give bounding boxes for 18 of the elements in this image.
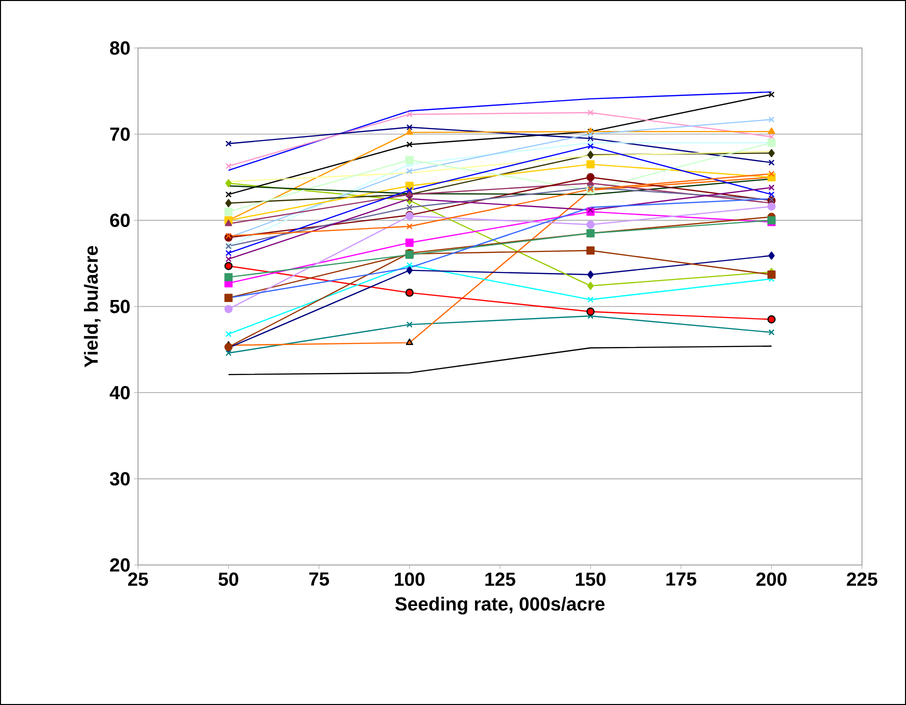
- x-tick-label: 50: [218, 572, 238, 586]
- y-tick-label: 70: [110, 127, 130, 141]
- y-tick-label: 80: [110, 41, 130, 55]
- x-tick-label: 75: [309, 572, 330, 586]
- x-tick-label: 200: [756, 572, 787, 586]
- x-tick-label: 125: [485, 572, 516, 586]
- x-axis-title: Seeding rate, 000s/acre: [395, 596, 605, 614]
- x-tick-label: 175: [666, 572, 696, 586]
- x-tick-label: 100: [394, 572, 425, 586]
- y-tick-label: 60: [110, 214, 130, 228]
- y-axis-title: Yield, bu/acre: [84, 246, 101, 368]
- y-tick-label: 20: [110, 558, 130, 572]
- x-tick-label: 225: [846, 572, 878, 586]
- y-tick-label: 50: [110, 300, 130, 314]
- x-tick-label: 150: [576, 572, 606, 586]
- y-tick-label: 40: [110, 386, 130, 400]
- x-tick-label: 25: [128, 572, 148, 586]
- y-tick-label: 30: [110, 472, 130, 486]
